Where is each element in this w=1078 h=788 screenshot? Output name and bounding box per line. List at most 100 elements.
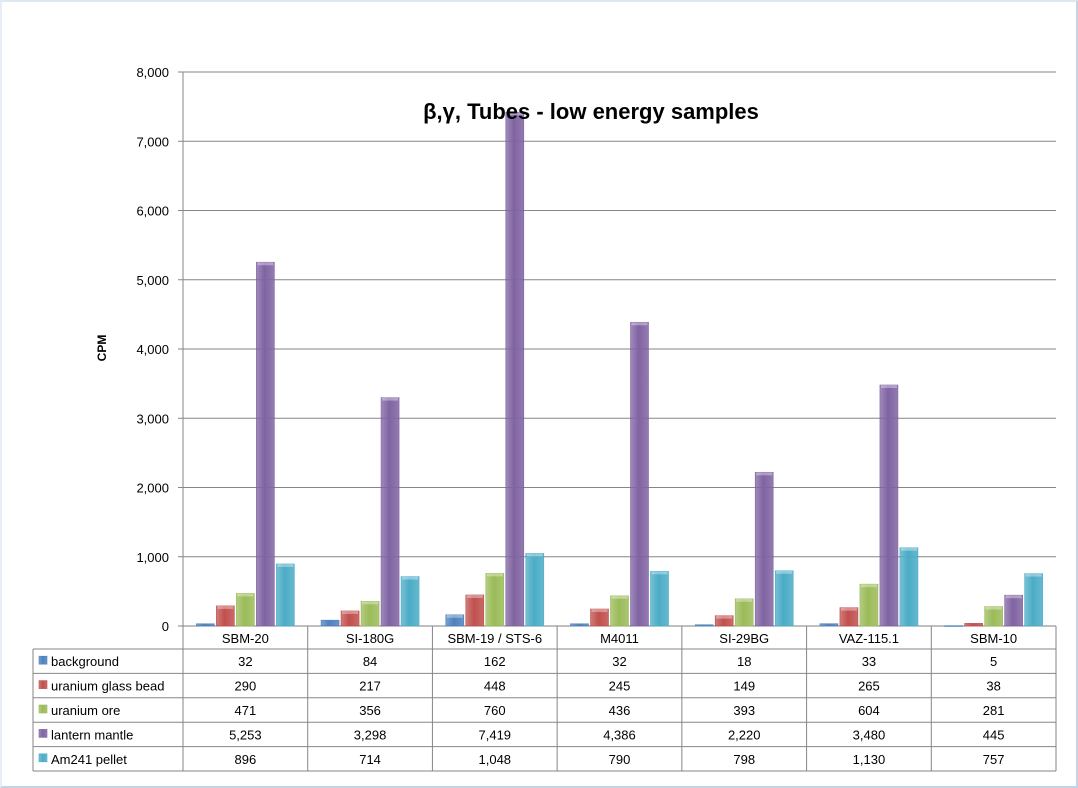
y-tick-label: 1,000: [136, 550, 169, 565]
data-label: 84: [363, 654, 377, 669]
data-label: 18: [737, 654, 751, 669]
category-label: SI-29BG: [719, 631, 769, 646]
data-label: 356: [359, 703, 381, 718]
bar-background: [320, 619, 340, 627]
bar-background: [570, 623, 589, 627]
data-label: 32: [238, 654, 252, 669]
data-label: 265: [858, 679, 880, 694]
bar-lantern-mantle: [879, 384, 899, 627]
bar-am241-pellet: [899, 547, 919, 627]
bar-background: [694, 624, 714, 627]
legend-entry: uranium ore: [51, 703, 120, 718]
y-tick-label: 8,000: [136, 65, 169, 80]
y-tick-label: 2,000: [136, 481, 169, 496]
bar-background: [196, 623, 215, 627]
data-label: 445: [983, 727, 1005, 742]
chart-title: β,γ, Tubes - low energy samples: [423, 99, 759, 124]
bar-lantern-mantle: [380, 397, 400, 627]
y-tick-label: 0: [162, 619, 169, 634]
data-label: 149: [733, 679, 755, 694]
bar-am241-pellet: [525, 553, 545, 627]
bars: [196, 111, 1043, 627]
category-label: VAZ-115.1: [839, 631, 899, 646]
bar-uranium-ore: [984, 606, 1003, 627]
data-label: 32: [612, 654, 626, 669]
data-label: 790: [609, 752, 631, 767]
category-label: SI-180G: [346, 631, 394, 646]
data-label: 714: [359, 752, 381, 767]
data-label: 604: [858, 703, 880, 718]
bar-uranium-glass-bead: [590, 608, 609, 627]
data-label: 3,480: [853, 727, 886, 742]
bar-uranium-ore: [610, 595, 629, 627]
bar-lantern-mantle: [505, 111, 525, 627]
data-label: 281: [983, 703, 1005, 718]
legend-key: [38, 655, 48, 665]
legend-entry: lantern mantle: [51, 727, 133, 742]
bar-uranium-ore: [859, 583, 879, 627]
data-label: 38: [986, 679, 1000, 694]
bar-am241-pellet: [1024, 573, 1043, 627]
data-label: 896: [235, 752, 257, 767]
y-axis-label: CPM: [95, 335, 109, 362]
data-label: 3,298: [354, 727, 387, 742]
data-label: 760: [484, 703, 506, 718]
data-label: 290: [235, 679, 257, 694]
legend-key: [38, 680, 48, 689]
bar-am241-pellet: [400, 576, 420, 627]
legend-key: [38, 704, 48, 714]
data-table: SBM-20 SI-180G SBM-19 / STS-6 M4011 SI-29BG V…: [32, 626, 1057, 772]
bar-uranium-ore: [734, 598, 754, 627]
data-label: 436: [609, 703, 631, 718]
data-label: 1,048: [479, 752, 512, 767]
bar-uranium-glass-bead: [839, 607, 859, 627]
bar-uranium-ore: [360, 601, 380, 627]
category-label: SBM-19 / STS-6: [447, 631, 542, 646]
y-tick-label: 7,000: [136, 134, 169, 149]
bar-lantern-mantle: [630, 321, 649, 627]
data-label: 2,220: [728, 727, 761, 742]
data-label: 7,419: [479, 727, 512, 742]
bar-uranium-ore: [485, 573, 505, 627]
bar-am241-pellet: [276, 563, 295, 627]
bar-uranium-glass-bead: [465, 594, 485, 627]
y-tick-label: 5,000: [136, 273, 169, 288]
data-label: 245: [609, 679, 631, 694]
data-label: 798: [733, 752, 755, 767]
grid-lines: [183, 71, 1056, 627]
category-label: SBM-20: [222, 631, 269, 646]
legend-key: [38, 729, 48, 738]
bar-uranium-glass-bead: [714, 615, 734, 627]
data-label: 33: [862, 654, 876, 669]
legend-key: [38, 753, 48, 763]
bar-uranium-ore: [236, 593, 255, 627]
data-label: 4,386: [603, 727, 636, 742]
data-label: 393: [733, 703, 755, 718]
data-label: 448: [484, 679, 506, 694]
bar-background: [445, 614, 465, 627]
bar-uranium-glass-bead: [964, 623, 983, 627]
legend-entry: Am241 pellet: [51, 752, 127, 767]
bar-lantern-mantle: [754, 471, 774, 627]
data-label: 1,130: [853, 752, 886, 767]
data-label: 757: [983, 752, 1005, 767]
y-tick-label: 4,000: [136, 342, 169, 357]
bar-am241-pellet: [650, 570, 669, 627]
data-label: 5,253: [229, 727, 262, 742]
data-label: 162: [484, 654, 506, 669]
y-tick-label: 6,000: [136, 204, 169, 219]
bar-am241-pellet: [774, 570, 794, 627]
bar-background: [819, 623, 839, 627]
bar-lantern-mantle: [1004, 594, 1023, 627]
bar-uranium-glass-bead: [216, 605, 235, 627]
legend-entry: background: [51, 654, 119, 669]
data-label: 5: [990, 654, 997, 669]
bar-lantern-mantle: [256, 261, 275, 627]
data-label: 217: [359, 679, 381, 694]
category-label: M4011: [600, 631, 639, 646]
data-label: 471: [235, 703, 257, 718]
legend-entry: uranium glass bead: [51, 679, 164, 694]
y-axis: 0 1,000 2,000 3,000 4,000 5,000 6,000 7,000 8,00…: [136, 65, 184, 634]
